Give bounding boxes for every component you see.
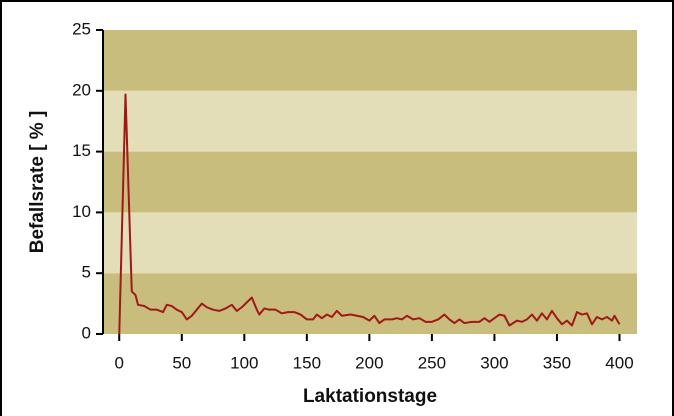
x-tick-label: 300 bbox=[480, 353, 508, 372]
y-axis-title: Befallsrate [ % ] bbox=[27, 111, 48, 254]
x-tick-label: 100 bbox=[230, 353, 258, 372]
y-tick-label: 15 bbox=[72, 141, 91, 160]
y-tick-label: 0 bbox=[82, 323, 91, 342]
x-tick-label: 200 bbox=[355, 353, 383, 372]
x-tick-label: 50 bbox=[172, 353, 191, 372]
band bbox=[103, 90, 637, 152]
y-tick-label: 5 bbox=[82, 263, 91, 282]
x-tick-label: 400 bbox=[605, 353, 633, 372]
band bbox=[103, 273, 637, 334]
x-tick-label: 350 bbox=[543, 353, 571, 372]
band bbox=[103, 212, 637, 274]
x-axis-title: Laktationstage bbox=[303, 386, 437, 407]
band bbox=[103, 151, 637, 213]
y-tick-label: 20 bbox=[72, 80, 91, 99]
x-tick-label: 150 bbox=[293, 353, 321, 372]
x-tick-label: 250 bbox=[418, 353, 446, 372]
y-tick-label: 10 bbox=[72, 202, 91, 221]
data-line bbox=[118, 93, 621, 335]
x-tick-label: 0 bbox=[115, 353, 124, 372]
y-tick-label: 25 bbox=[72, 19, 91, 38]
band bbox=[103, 30, 637, 91]
